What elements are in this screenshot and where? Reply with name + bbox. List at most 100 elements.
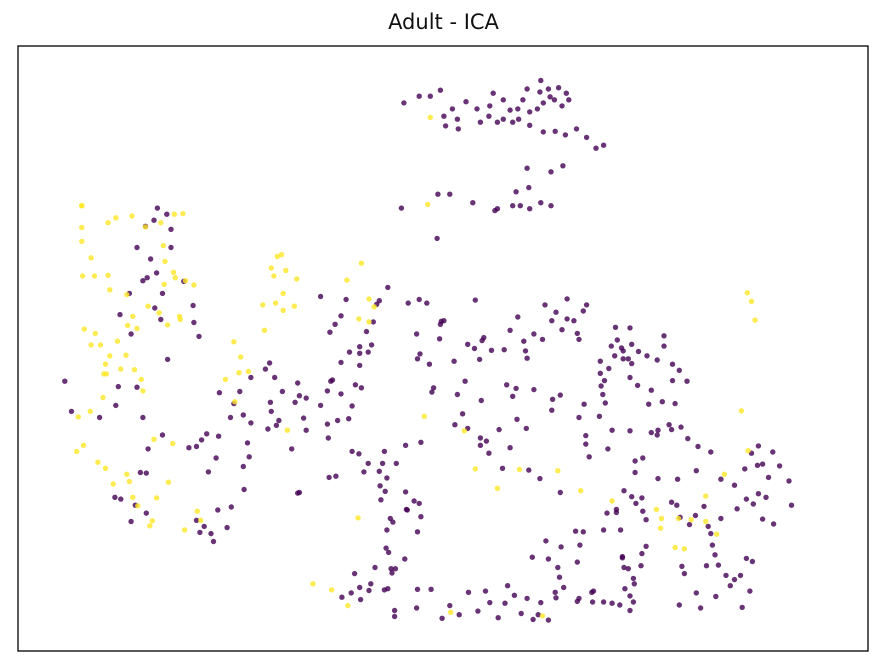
scatter-point-class-0: [600, 391, 606, 398]
scatter-point-class-0: [609, 600, 615, 606]
scatter-point-class-1: [657, 525, 664, 531]
scatter-point-class-0: [495, 615, 501, 621]
scatter-point-class-0: [681, 570, 688, 577]
scatter-point-class-0: [560, 163, 566, 169]
scatter-point-class-1: [181, 527, 188, 533]
scatter-point-class-0: [583, 441, 589, 447]
scatter-point-class-0: [605, 446, 611, 452]
scatter-point-class-0: [154, 205, 161, 211]
scatter-point-class-0: [351, 570, 358, 577]
scatter-point-class-0: [488, 347, 495, 353]
scatter-point-class-1: [114, 338, 121, 344]
scatter-point-class-1: [123, 352, 129, 358]
scatter-point-class-0: [521, 338, 527, 344]
scatter-point-class-0: [703, 563, 710, 569]
scatter-point-class-0: [613, 509, 620, 516]
scatter-point-class-0: [695, 443, 701, 450]
scatter-point-class-1: [294, 276, 300, 282]
scatter-point-class-0: [632, 458, 638, 464]
scatter-point-class-0: [210, 538, 217, 545]
scatter-point-class-1: [345, 602, 351, 609]
scatter-point-class-0: [639, 550, 645, 557]
scatter-point-class-0: [447, 191, 453, 197]
scatter-point-class-0: [593, 145, 599, 151]
scatter-point-class-0: [597, 358, 603, 364]
scatter-point-class-0: [204, 431, 210, 437]
scatter-point-class-0: [324, 421, 331, 427]
scatter-point-class-1: [171, 211, 178, 217]
scatter-point-class-0: [338, 313, 344, 319]
scatter-point-class-0: [600, 527, 607, 533]
scatter-point-class-0: [600, 599, 607, 605]
scatter-point-class-0: [612, 353, 618, 359]
scatter-point-class-0: [559, 327, 565, 333]
scatter-point-class-1: [126, 478, 133, 485]
scatter-point-class-0: [357, 596, 364, 603]
scatter-point-class-0: [674, 476, 681, 482]
scatter-point-class-0: [441, 113, 447, 119]
scatter-point-class-1: [539, 613, 546, 619]
scatter-point-class-0: [327, 329, 333, 335]
scatter-point-class-0: [572, 528, 579, 534]
scatter-point-class-0: [164, 211, 170, 217]
scatter-point-class-1: [172, 275, 178, 281]
scatter-point-class-0: [191, 319, 197, 326]
scatter-point-class-0: [303, 427, 309, 433]
scatter-point-class-0: [669, 377, 676, 384]
scatter-point-class-0: [545, 556, 552, 562]
scatter-point-class-0: [659, 399, 665, 405]
scatter-point-class-1: [105, 272, 111, 278]
scatter-point-class-1: [672, 544, 678, 551]
scatter-point-class-0: [392, 566, 399, 572]
scatter-point-class-0: [402, 442, 409, 448]
scatter-point-class-0: [317, 293, 324, 300]
scatter-point-class-0: [456, 612, 462, 618]
scatter-point-class-0: [429, 389, 435, 395]
scatter-point-class-0: [193, 517, 200, 523]
scatter-point-class-1: [366, 296, 372, 302]
scatter-point-class-0: [474, 106, 480, 112]
scatter-point-class-1: [100, 394, 106, 401]
scatter-point-class-0: [486, 113, 492, 119]
scatter-point-class-0: [477, 442, 484, 448]
scatter-point-class-0: [377, 483, 383, 489]
scatter-point-class-0: [598, 383, 604, 389]
scatter-point-class-1: [688, 517, 694, 523]
scatter-point-class-1: [180, 210, 186, 217]
scatter-point-class-0: [471, 345, 478, 352]
scatter-point-class-0: [436, 336, 443, 342]
scatter-point-class-0: [685, 435, 691, 442]
scatter-point-class-0: [776, 463, 783, 469]
scatter-point-class-0: [427, 93, 433, 99]
scatter-point-class-0: [379, 460, 386, 467]
scatter-point-class-0: [372, 564, 378, 571]
scatter-point-class-1: [161, 281, 167, 288]
scatter-point-class-0: [268, 408, 274, 415]
scatter-point-class-0: [405, 300, 411, 306]
scatter-point-class-0: [168, 226, 174, 232]
scatter-point-class-1: [744, 290, 750, 296]
scatter-point-class-0: [370, 319, 376, 325]
scatter-point-class-0: [563, 90, 569, 96]
scatter-point-class-0: [452, 422, 458, 428]
scatter-point-class-0: [378, 497, 384, 503]
scatter-point-class-0: [504, 382, 510, 388]
scatter-point-class-0: [449, 106, 456, 112]
scatter-point-class-1: [142, 224, 149, 230]
scatter-point-class-1: [222, 376, 229, 383]
scatter-point-class-1: [236, 370, 242, 376]
scatter-point-class-0: [747, 588, 753, 594]
scatter-point-class-0: [266, 360, 273, 366]
scatter-point-class-1: [124, 292, 130, 298]
scatter-point-class-0: [537, 475, 543, 482]
scatter-point-class-1: [135, 503, 141, 509]
scatter-point-class-0: [140, 278, 146, 284]
scatter-point-class-1: [283, 267, 289, 274]
scatter-point-class-0: [526, 184, 532, 191]
scatter-point-class-0: [113, 402, 119, 409]
scatter-point-class-0: [755, 443, 762, 449]
scatter-point-class-0: [237, 388, 243, 395]
scatter-point-class-0: [576, 336, 582, 343]
scatter-point-class-0: [205, 469, 212, 475]
scatter-point-class-0: [535, 612, 541, 618]
